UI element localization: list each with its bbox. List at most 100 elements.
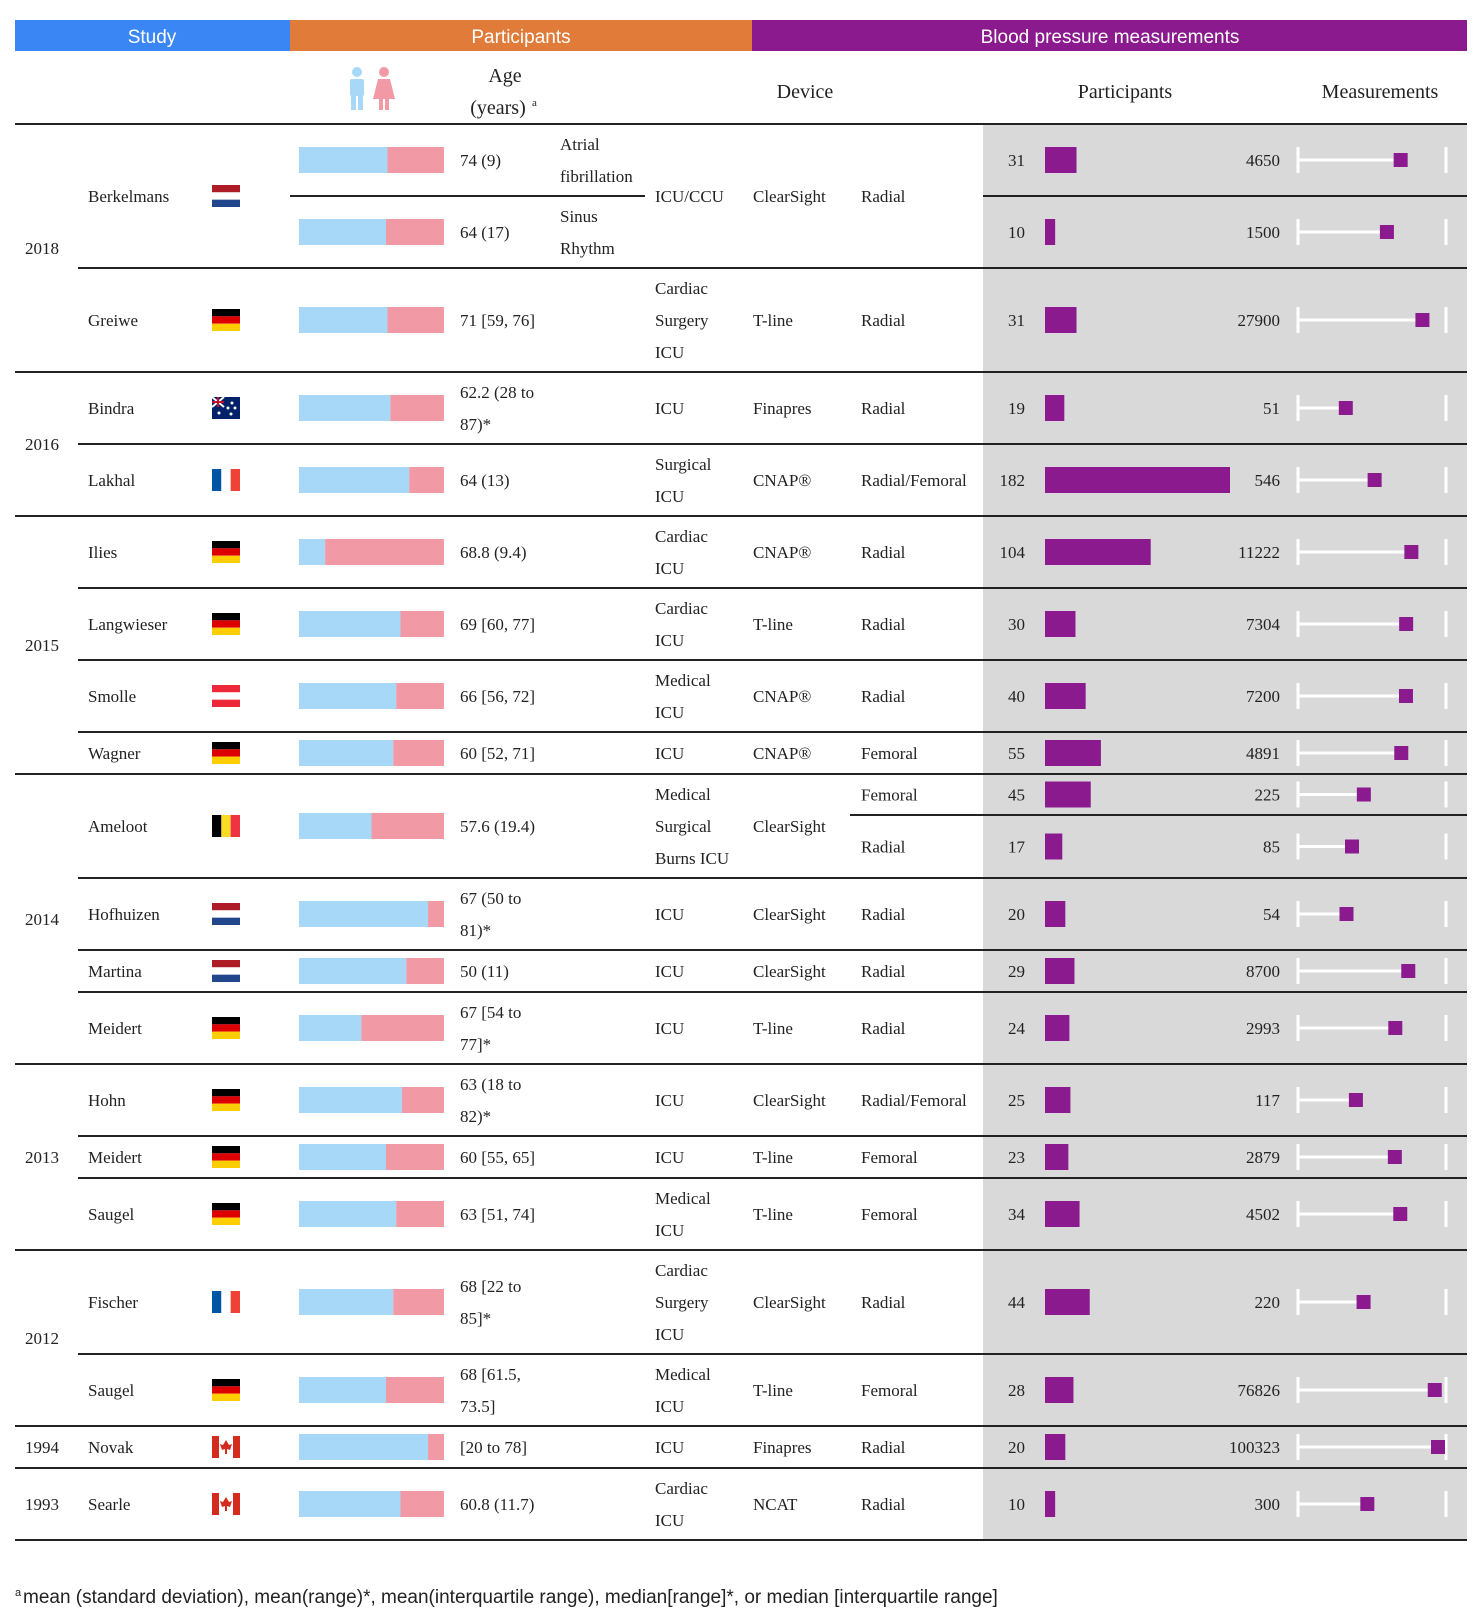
participants-bar [1045,219,1056,245]
participants-value: 34 [1008,1205,1026,1224]
participants-col-header: Participants [1078,81,1173,103]
flag-stripe [212,1291,222,1313]
study-author: Fischer [88,1293,138,1312]
year-label: 1994 [25,1438,60,1457]
age-value: 85]* [460,1309,491,1328]
ward-label: Medical [655,785,711,804]
flag-stripe [212,1217,240,1225]
flag-stripe [221,1291,231,1313]
flag-stripe [212,1031,240,1039]
participants-value: 20 [1008,905,1025,924]
flag-australia-icon [211,396,240,419]
male-share-bar [299,219,386,245]
measurement-marker [1348,1093,1363,1107]
female-share-bar [387,307,444,333]
flag-stripe [212,967,240,975]
measurement-marker [1393,153,1408,167]
participants-bar [1045,1201,1080,1227]
flag-stripe [212,469,222,491]
participants-value: 25 [1008,1091,1025,1110]
site-label: Femoral [861,744,918,763]
participants-bar [1045,1377,1074,1403]
device-label: ClearSight [753,1091,826,1110]
participants-value: 30 [1008,615,1025,634]
measurements-value: 85 [1263,838,1280,857]
female-share-bar [428,901,444,927]
male-share-bar [299,1015,362,1041]
year-label: 2013 [25,1148,59,1167]
female-share-bar [393,740,444,766]
site-label: Radial [861,1019,906,1038]
site-label: Radial [861,187,906,206]
measurements-value: 7200 [1246,687,1280,706]
ward-label: Cardiac [655,599,708,618]
ward-label: ICU [655,1397,684,1416]
measurement-marker [1338,401,1353,415]
device-label: Finapres [753,1438,812,1457]
year-label: 2014 [25,910,60,929]
participants-bar [1045,958,1075,984]
device-label: T-line [753,1205,793,1224]
ward-label: ICU [655,343,684,362]
study-author: Meidert [88,1019,142,1038]
flag-stripe [212,1096,240,1104]
age-value: 64 (13) [460,471,510,490]
female-share-bar [401,1087,444,1113]
flag-stripe [212,917,240,925]
year-label: 2016 [25,435,59,454]
age-value: 64 (17) [460,223,510,242]
participants-bar [1045,307,1077,333]
ward-label: Cardiac [655,279,708,298]
participants-bar [1045,1015,1070,1041]
age-value: 50 (11) [460,962,509,981]
age-value: 63 (18 to [460,1075,521,1094]
study-author: Ameloot [88,817,148,836]
female-share-bar [400,611,444,637]
measurement-marker [1415,313,1430,327]
flag-stripe [212,742,240,750]
female-share-bar [325,539,444,565]
measurement-marker [1398,689,1413,703]
participants-header-band [290,20,752,51]
flag-germany-icon [212,1203,240,1225]
flag-stripe [212,199,240,207]
flag-stripe [212,1024,240,1032]
age-value: 68 [22 to [460,1277,521,1296]
participants-value: 45 [1008,786,1025,805]
device-label: ClearSight [753,1293,826,1312]
participants-bar [1045,901,1066,927]
study-author: Berkelmans [88,187,169,206]
flag-stripe [212,1493,219,1515]
site-label: Radial [861,1293,906,1312]
measurements-col-header: Measurements [1322,81,1439,103]
participants-bar [1045,1491,1056,1517]
participants-bar [1045,467,1230,493]
ward-label: Burns ICU [655,849,729,868]
female-share-bar [396,683,444,709]
measurement-marker [1387,1150,1402,1164]
age-value: 60 [55, 65] [460,1148,535,1167]
flag-germany-icon [212,1379,240,1401]
male-share-bar [299,539,326,565]
measurements-value: 54 [1263,905,1281,924]
flag-stripe [212,192,240,200]
flag-stripe [212,185,240,193]
flag-stripe [212,1436,219,1458]
age-header-superscript: a [532,97,537,109]
ward-label: ICU [655,905,684,924]
study-author: Lakhal [88,471,135,490]
ward-label: ICU [655,1221,684,1240]
female-share-bar [400,1491,444,1517]
study-author: Saugel [88,1205,135,1224]
footnote: mean (standard deviation), mean(range)*,… [23,1587,998,1608]
ward-label: ICU [655,1148,684,1167]
device-label: T-line [753,1148,793,1167]
flag-stripe [212,1379,240,1387]
measurements-value: 100323 [1229,1438,1280,1457]
flag-france-icon [212,469,240,491]
device-label: T-line [753,1019,793,1038]
study-author: Novak [88,1438,134,1457]
flag-stripe [212,627,240,635]
year-label: 1993 [25,1495,59,1514]
participants-bar [1045,683,1086,709]
